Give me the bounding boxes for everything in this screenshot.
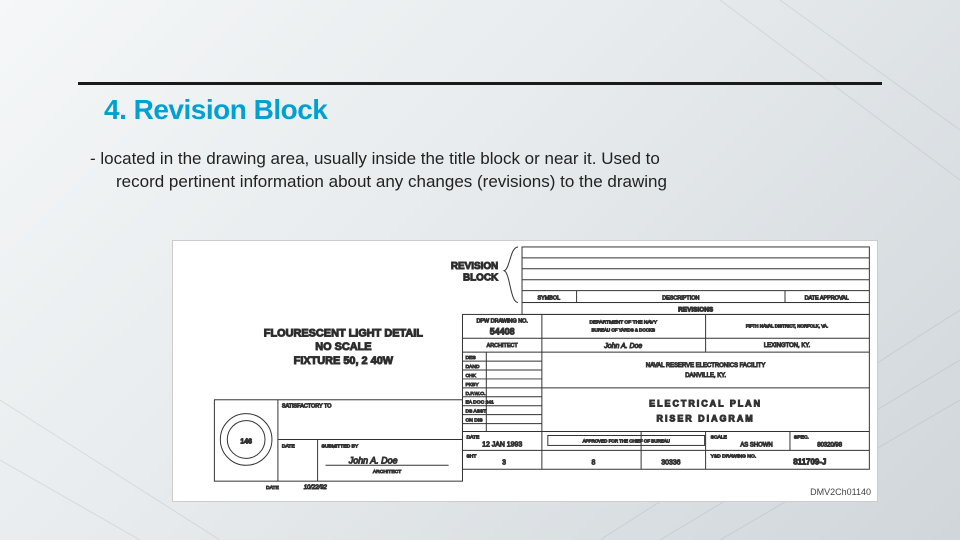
svg-text:APPROVED FOR THE CHIEF OF BURE: APPROVED FOR THE CHIEF OF BUREAU <box>583 438 670 443</box>
svg-text:CHK: CHK <box>465 373 476 379</box>
horizontal-rule <box>78 82 882 85</box>
svg-text:SATISFACTORY TO: SATISFACTORY TO <box>282 404 332 410</box>
svg-text:SUBMITTED BY: SUBMITTED BY <box>322 443 359 449</box>
description: - located in the drawing area, usually i… <box>104 148 860 194</box>
svg-text:DATE APPROVAL: DATE APPROVAL <box>805 296 849 302</box>
slide: 4. Revision Block - located in the drawi… <box>0 0 960 540</box>
svg-text:DS ASST: DS ASST <box>465 409 486 415</box>
svg-text:BLOCK: BLOCK <box>463 273 499 284</box>
svg-text:DATE: DATE <box>266 485 280 491</box>
svg-text:DESCRIPTION: DESCRIPTION <box>662 296 699 302</box>
svg-text:DATE: DATE <box>466 434 480 440</box>
svg-text:RISER DIAGRAM: RISER DIAGRAM <box>657 414 755 424</box>
svg-text:FIFTH NAVAL DISTRICT, NORFOLK,: FIFTH NAVAL DISTRICT, NORFOLK, VA. <box>746 323 828 328</box>
svg-text:ARCHITECT: ARCHITECT <box>373 469 401 475</box>
description-line2: record pertinent information about any c… <box>116 171 667 194</box>
svg-text:30336: 30336 <box>661 459 680 466</box>
svg-text:Y&D DRAWING NO.: Y&D DRAWING NO. <box>711 453 757 459</box>
svg-text:3: 3 <box>502 459 506 466</box>
svg-text:D.P.W.O.: D.P.W.O. <box>465 391 485 397</box>
svg-text:EA DOC 241: EA DOC 241 <box>465 400 494 406</box>
svg-text:SHT: SHT <box>466 453 476 459</box>
svg-text:ARCHITECT: ARCHITECT <box>487 343 519 349</box>
title-block-figure: SYMBOL DESCRIPTION DATE APPROVAL REVISIO… <box>172 240 878 502</box>
svg-text:12 JAN 1993: 12 JAN 1993 <box>482 441 522 448</box>
svg-text:54408: 54408 <box>490 326 515 336</box>
svg-text:ON DIS: ON DIS <box>465 418 483 424</box>
svg-text:10/22/92: 10/22/92 <box>304 485 328 491</box>
svg-text:AS SHOWN: AS SHOWN <box>740 442 772 448</box>
description-line1: - located in the drawing area, usually i… <box>90 149 660 168</box>
svg-text:John A. Doe: John A. Doe <box>348 455 398 465</box>
svg-text:SCALE: SCALE <box>711 434 728 440</box>
svg-text:NAVAL RESERVE ELECTRONICS FACI: NAVAL RESERVE ELECTRONICS FACILITY <box>646 363 766 369</box>
svg-text:DATE: DATE <box>282 443 296 449</box>
svg-text:LEXINGTON, KY.: LEXINGTON, KY. <box>764 343 811 349</box>
svg-text:DAND: DAND <box>465 364 479 370</box>
svg-text:SYMBOL: SYMBOL <box>537 296 560 302</box>
svg-text:ELECTRICAL PLAN: ELECTRICAL PLAN <box>649 399 762 409</box>
svg-text:REVISION: REVISION <box>451 261 498 272</box>
svg-text:PKBY: PKBY <box>465 382 479 388</box>
svg-text:FLOURESCENT LIGHT DETAIL: FLOURESCENT LIGHT DETAIL <box>264 327 423 339</box>
svg-text:DPW DRAWING NO.: DPW DRAWING NO. <box>476 318 528 324</box>
svg-text:80320/98: 80320/98 <box>817 442 842 448</box>
svg-text:SPEC.: SPEC. <box>794 434 809 440</box>
svg-text:811709-J: 811709-J <box>793 457 826 466</box>
svg-text:FIXTURE 50, 2 40W: FIXTURE 50, 2 40W <box>294 355 394 367</box>
svg-text:John A. Doe: John A. Doe <box>603 343 642 350</box>
svg-text:DES: DES <box>465 355 476 361</box>
svg-text:REVISIONS: REVISIONS <box>678 306 714 313</box>
svg-text:BUREAU OF YARDS & DOCKS: BUREAU OF YARDS & DOCKS <box>592 327 655 332</box>
figure-code: DMV2Ch01140 <box>810 487 871 497</box>
svg-text:146: 146 <box>240 438 252 445</box>
svg-text:8: 8 <box>591 459 595 466</box>
svg-text:NO SCALE: NO SCALE <box>315 341 371 353</box>
svg-text:DEPARTMENT OF THE NAVY: DEPARTMENT OF THE NAVY <box>589 319 657 325</box>
svg-text:DANVILLE, KY.: DANVILLE, KY. <box>685 373 726 379</box>
slide-heading: 4. Revision Block <box>104 94 327 126</box>
